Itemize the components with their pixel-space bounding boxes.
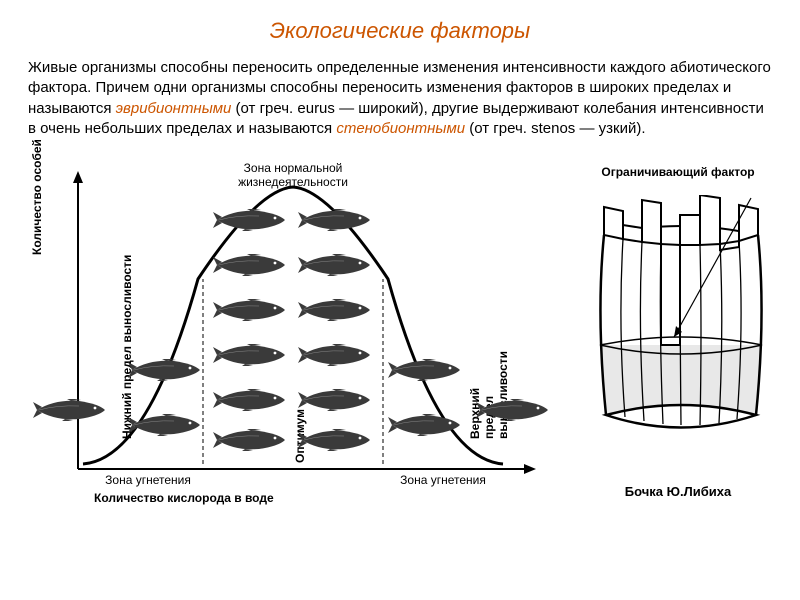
fish-icon — [213, 389, 293, 411]
fish-icon — [298, 299, 378, 321]
fish-icon — [33, 399, 113, 421]
fish-icon — [213, 254, 293, 276]
page-title: Экологические факторы — [28, 18, 772, 44]
fish-icon — [298, 344, 378, 366]
para-suffix: (от греч. stenos — узкий). — [465, 120, 645, 137]
term-stenobiont: стенобионтными — [336, 120, 465, 137]
lower-limit-label: Нижний предел выносливости — [120, 255, 134, 439]
fish-icon — [128, 359, 208, 381]
zone-oppress-right-label: Зона угнетения — [388, 473, 498, 487]
y-axis-label: Количество особей — [30, 139, 44, 255]
barrel-svg — [576, 195, 786, 475]
term-eurybiont: эврибионтными — [116, 100, 232, 117]
upper-limit-label: Верхний предел выносливости — [468, 351, 510, 439]
fish-icon — [128, 414, 208, 436]
fish-icon — [298, 429, 378, 451]
fish-icon — [298, 209, 378, 231]
fish-icon — [213, 209, 293, 231]
zone-oppress-left-label: Зона угнетения — [93, 473, 203, 487]
x-axis-label: Количество кислорода в воде — [94, 491, 274, 505]
main-paragraph: Живые организмы способны переносить опре… — [28, 58, 772, 139]
barrel-panel: Ограничивающий фактор — [558, 159, 800, 509]
figure-area: Количество особей Количество кислорода в… — [28, 159, 772, 519]
zone-normal-label: Зона нормальной жизнедеятельности — [208, 161, 378, 190]
limiting-factor-label: Ограничивающий фактор — [558, 165, 798, 179]
fish-icon — [388, 359, 468, 381]
fish-icon — [476, 399, 556, 421]
fish-icon — [388, 414, 468, 436]
fish-icon — [298, 389, 378, 411]
barrel-caption: Бочка Ю.Либиха — [558, 484, 798, 499]
fish-icon — [213, 344, 293, 366]
tolerance-curve-panel: Количество особей Количество кислорода в… — [28, 159, 538, 509]
fish-icon — [213, 429, 293, 451]
fish-icon — [298, 254, 378, 276]
fish-icon — [213, 299, 293, 321]
